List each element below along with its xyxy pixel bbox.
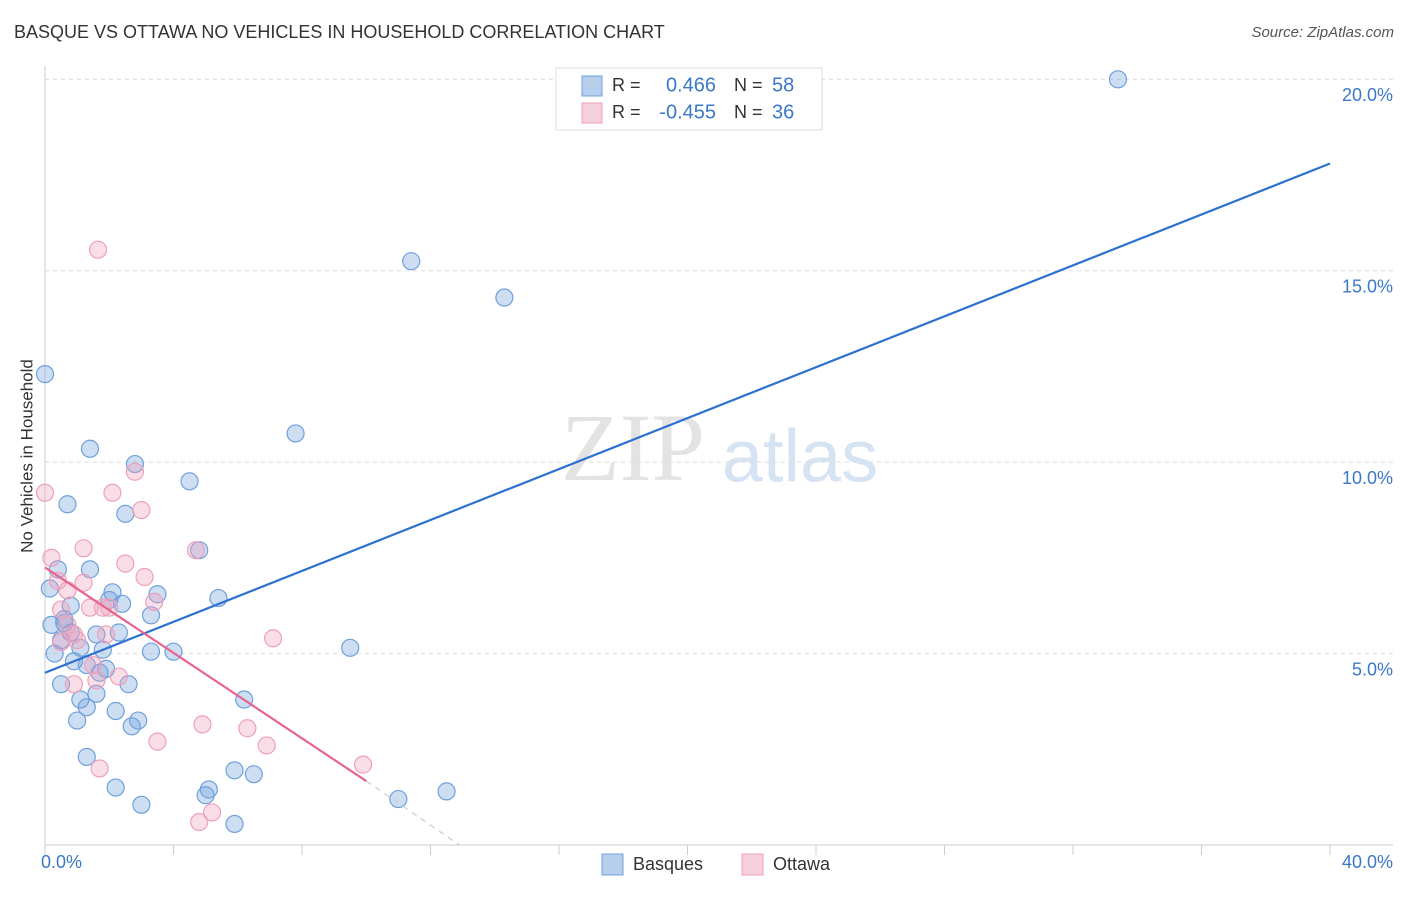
point	[55, 610, 74, 629]
legend-n-label: N =	[734, 75, 763, 95]
point	[199, 780, 218, 799]
legend-r-value: -0.455	[659, 101, 716, 123]
point	[51, 675, 71, 694]
point	[51, 632, 71, 652]
legend-r-value: 0.466	[666, 74, 716, 96]
legend-n-label: N =	[734, 102, 763, 122]
y-axis-label: No Vehicles in Household	[17, 359, 36, 553]
point	[84, 655, 103, 675]
point	[186, 541, 206, 560]
point	[141, 606, 161, 625]
point	[80, 439, 100, 458]
point	[88, 240, 108, 259]
point	[135, 567, 154, 587]
point	[35, 483, 55, 502]
point	[125, 462, 145, 481]
point	[106, 778, 125, 797]
y-tick-label: 5.0%	[1352, 659, 1393, 679]
point	[90, 759, 109, 778]
legend-swatch	[581, 75, 603, 97]
y-tick-label: 20.0%	[1342, 85, 1393, 105]
point	[132, 500, 151, 520]
legend-n-value: 58	[772, 74, 794, 96]
point	[64, 675, 84, 694]
point	[225, 761, 244, 780]
point	[68, 711, 87, 730]
y-tick-label: 10.0%	[1342, 468, 1393, 488]
plot-area	[35, 66, 1393, 855]
legend-r-label: R =	[612, 75, 641, 95]
point	[116, 504, 135, 523]
trend-line	[44, 162, 1331, 674]
point	[437, 782, 456, 801]
point	[51, 600, 71, 619]
watermark: ZIP	[561, 394, 705, 501]
point	[257, 736, 276, 755]
point	[389, 789, 408, 809]
trend-line	[365, 780, 460, 846]
point	[116, 554, 135, 573]
point	[87, 625, 106, 644]
legend-label: Ottawa	[773, 854, 831, 874]
point	[132, 795, 151, 814]
point	[58, 495, 77, 514]
point	[74, 573, 93, 592]
chart-title: BASQUE VS OTTAWA NO VEHICLES IN HOUSEHOL…	[14, 22, 665, 42]
point	[109, 667, 128, 686]
legend-r-label: R =	[612, 102, 641, 122]
point	[119, 675, 138, 694]
x-tick-label: 40.0%	[1342, 852, 1393, 872]
point	[402, 252, 421, 271]
point	[190, 812, 209, 832]
point	[244, 765, 263, 784]
point	[202, 803, 222, 822]
watermark: atlas	[722, 415, 878, 498]
trend-line	[44, 566, 367, 782]
legend-swatch	[601, 853, 624, 876]
point	[141, 642, 161, 661]
point	[238, 719, 257, 738]
point	[87, 684, 106, 703]
point	[42, 548, 61, 567]
point	[77, 747, 96, 767]
point	[353, 755, 373, 774]
point	[68, 631, 87, 650]
point	[1108, 70, 1128, 89]
point	[193, 715, 212, 734]
legend-n-value: 36	[772, 101, 794, 123]
point	[106, 701, 125, 721]
point	[80, 598, 100, 617]
point	[495, 288, 514, 307]
point	[77, 698, 96, 717]
point	[103, 483, 122, 502]
legend-swatch	[741, 853, 764, 876]
point	[58, 581, 77, 600]
point	[58, 615, 77, 634]
point	[35, 365, 55, 384]
x-tick-label: 0.0%	[41, 852, 82, 872]
source: Source: ZipAtlas.com	[1251, 24, 1394, 41]
point	[45, 644, 64, 663]
legend-swatch	[581, 102, 603, 124]
point	[180, 472, 199, 491]
point	[122, 717, 141, 736]
point	[225, 814, 244, 834]
point	[125, 454, 145, 474]
point	[74, 539, 93, 558]
point	[341, 638, 360, 657]
point	[145, 592, 164, 611]
point	[196, 786, 215, 805]
point	[96, 625, 116, 644]
legend-label: Basques	[633, 854, 703, 874]
point	[286, 424, 305, 443]
point	[87, 671, 106, 690]
y-tick-label: 15.0%	[1342, 276, 1393, 296]
point	[263, 629, 283, 648]
point	[148, 732, 167, 751]
